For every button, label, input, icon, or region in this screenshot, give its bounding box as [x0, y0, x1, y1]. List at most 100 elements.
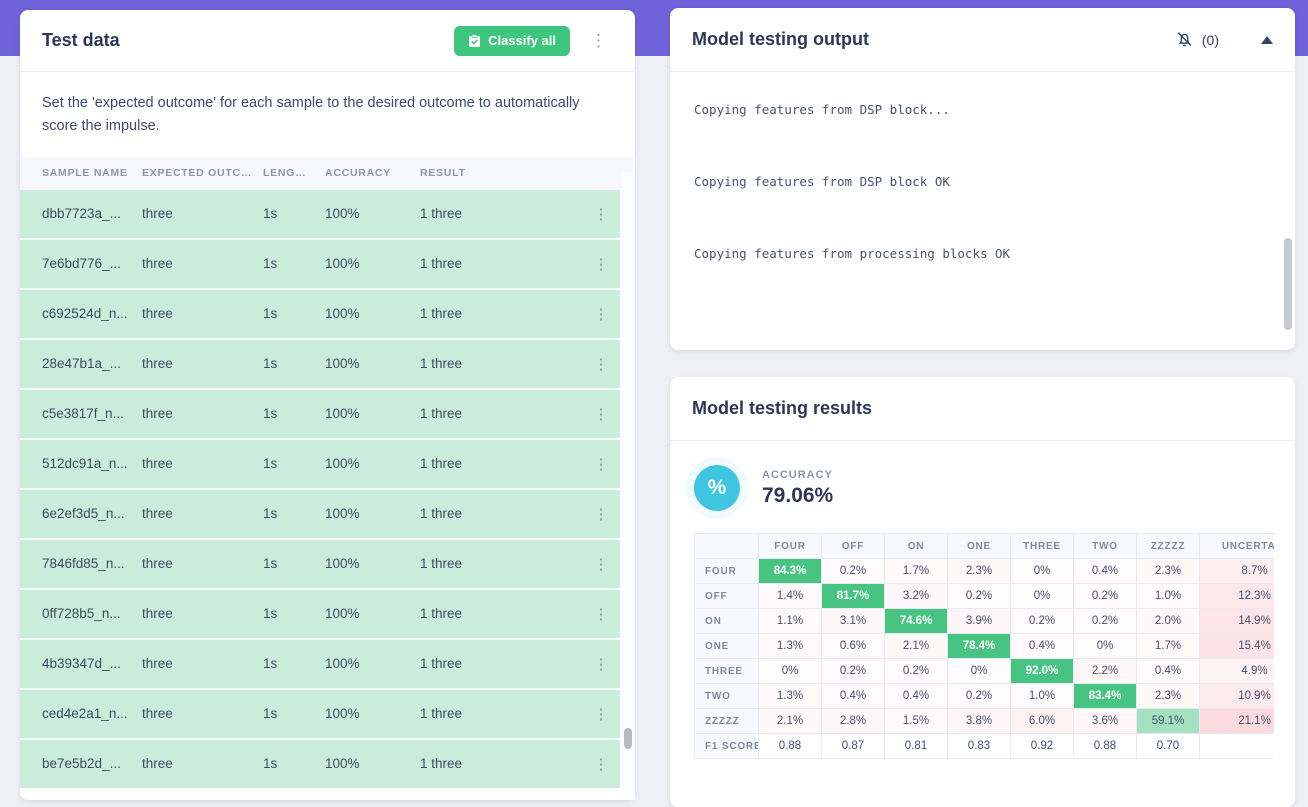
- output-header: Model testing output (0): [670, 8, 1295, 72]
- sample-name-cell: dbb7723a_...: [42, 206, 121, 222]
- console-scrollbar-thumb[interactable]: [1284, 238, 1292, 330]
- sample-table-row[interactable]: 7e6bd776_... three 1s 100% 1 three ⋮: [20, 239, 620, 288]
- matrix-cell: 0.4%: [1073, 558, 1137, 584]
- matrix-cell: 2.0%: [1136, 608, 1200, 634]
- classify-all-button[interactable]: Classify all: [454, 25, 570, 56]
- test-data-description: Set the 'expected outcome' for each samp…: [42, 95, 580, 135]
- accuracy-cell: 100%: [325, 506, 360, 522]
- sample-table-row[interactable]: be7e5b2d_... three 1s 100% 1 three ⋮: [20, 739, 620, 788]
- matrix-cell: 0.2%: [821, 658, 885, 684]
- row-kebab-menu-icon[interactable]: ⋮: [593, 355, 609, 373]
- row-kebab-menu-icon[interactable]: ⋮: [593, 205, 609, 223]
- row-kebab-menu-icon[interactable]: ⋮: [593, 455, 609, 473]
- matrix-cell: [1199, 733, 1274, 759]
- row-kebab-menu-icon[interactable]: ⋮: [593, 255, 609, 273]
- matrix-row-label: ON: [694, 608, 759, 634]
- result-cell: 1 three: [420, 756, 463, 772]
- accuracy-cell: 100%: [325, 556, 360, 572]
- length-cell: 1s: [263, 656, 278, 672]
- sample-table-row[interactable]: 28e47b1a_... three 1s 100% 1 three ⋮: [20, 339, 620, 388]
- panel-title: Model testing output: [692, 29, 869, 49]
- matrix-cell: 83.4%: [1073, 683, 1137, 709]
- console-line: Copying features from processing blocks …: [694, 246, 1011, 261]
- matrix-corner-cell: [694, 533, 759, 559]
- notification-count[interactable]: (0): [1201, 31, 1219, 48]
- length-cell: 1s: [263, 206, 278, 222]
- accuracy-cell: 100%: [325, 456, 360, 472]
- length-cell: 1s: [263, 306, 278, 322]
- matrix-cell: 14.9%: [1199, 608, 1274, 634]
- sample-table-row[interactable]: ced4e2a1_n... three 1s 100% 1 three ⋮: [20, 689, 620, 738]
- collapse-caret-icon[interactable]: [1261, 35, 1273, 44]
- row-kebab-menu-icon[interactable]: ⋮: [593, 305, 609, 323]
- matrix-cell: 0.2%: [1073, 608, 1137, 634]
- accuracy-metric: % ACCURACY 79.06%: [694, 465, 1271, 511]
- console-line: Copying features from DSP block OK: [694, 174, 950, 189]
- length-cell: 1s: [263, 356, 278, 372]
- matrix-cell: 0.81: [884, 733, 948, 759]
- row-kebab-menu-icon[interactable]: ⋮: [593, 555, 609, 573]
- panel-title: Model testing results: [692, 398, 873, 418]
- sample-table-row[interactable]: 6e2ef3d5_n... three 1s 100% 1 three ⋮: [20, 489, 620, 538]
- matrix-cell: 0%: [758, 658, 822, 684]
- sample-name-cell: 4b39347d_...: [42, 656, 121, 672]
- sample-table-row[interactable]: c692524d_n... three 1s 100% 1 three ⋮: [20, 289, 620, 338]
- row-kebab-menu-icon[interactable]: ⋮: [593, 705, 609, 723]
- matrix-column-header: FOUR: [758, 533, 822, 559]
- test-data-panel: Test data Classify all ⋮ Set the 'expect…: [20, 10, 635, 800]
- matrix-cell: 0%: [947, 658, 1011, 684]
- row-kebab-menu-icon[interactable]: ⋮: [593, 605, 609, 623]
- row-kebab-menu-icon[interactable]: ⋮: [593, 505, 609, 523]
- sample-table-row[interactable]: 4b39347d_... three 1s 100% 1 three ⋮: [20, 639, 620, 688]
- sample-table-row[interactable]: dbb7723a_... three 1s 100% 1 three ⋮: [20, 189, 620, 238]
- result-cell: 1 three: [420, 206, 463, 222]
- result-cell: 1 three: [420, 706, 463, 722]
- sample-table-scrollbar-track[interactable]: [621, 172, 635, 800]
- accuracy-value: 79.06%: [762, 483, 834, 507]
- matrix-cell: 78.4%: [947, 633, 1011, 659]
- expected-outcome-cell: three: [142, 206, 173, 222]
- matrix-cell: 74.6%: [884, 608, 948, 634]
- result-cell: 1 three: [420, 506, 463, 522]
- matrix-cell: 0.2%: [884, 658, 948, 684]
- sample-table-row[interactable]: 0ff728b5_n... three 1s 100% 1 three ⋮: [20, 589, 620, 638]
- sample-table-row[interactable]: c5e3817f_n... three 1s 100% 1 three ⋮: [20, 389, 620, 438]
- accuracy-label: ACCURACY: [762, 468, 833, 481]
- sample-name-cell: c692524d_n...: [42, 306, 128, 322]
- matrix-column-header: OFF: [821, 533, 885, 559]
- matrix-column-header: THREE: [1010, 533, 1074, 559]
- sample-name-cell: 6e2ef3d5_n...: [42, 506, 125, 522]
- sample-name-cell: c5e3817f_n...: [42, 406, 124, 422]
- sample-table-scrollbar-thumb[interactable]: [624, 728, 632, 749]
- matrix-row-label: ZZZZZ: [694, 708, 759, 734]
- result-cell: 1 three: [420, 356, 463, 372]
- console-line: [694, 317, 1271, 335]
- row-kebab-menu-icon[interactable]: ⋮: [593, 655, 609, 673]
- bell-off-icon[interactable]: [1175, 30, 1194, 49]
- matrix-cell: 1.7%: [1136, 633, 1200, 659]
- matrix-cell: 2.2%: [1073, 658, 1137, 684]
- column-header-expected-outcome: EXPECTED OUTC…: [142, 167, 253, 180]
- expected-outcome-cell: three: [142, 456, 173, 472]
- matrix-cell: 0.92: [1010, 733, 1074, 759]
- matrix-cell: 2.1%: [758, 708, 822, 734]
- expected-outcome-cell: three: [142, 556, 173, 572]
- matrix-cell: 2.3%: [1136, 558, 1200, 584]
- sample-table-row[interactable]: 7846fd85_n... three 1s 100% 1 three ⋮: [20, 539, 620, 588]
- matrix-cell: 0.2%: [821, 558, 885, 584]
- matrix-cell: 0.88: [1073, 733, 1137, 759]
- matrix-cell: 15.4%: [1199, 633, 1274, 659]
- matrix-cell: 2.1%: [884, 633, 948, 659]
- matrix-cell: 0.2%: [947, 683, 1011, 709]
- matrix-cell: 92.0%: [1010, 658, 1074, 684]
- sample-table-row[interactable]: 512dc91a_n... three 1s 100% 1 three ⋮: [20, 439, 620, 488]
- expected-outcome-cell: three: [142, 756, 173, 772]
- kebab-menu-icon[interactable]: ⋮: [590, 31, 607, 50]
- column-header-accuracy: ACCURACY: [325, 167, 391, 180]
- matrix-cell: 0.4%: [1010, 633, 1074, 659]
- sample-table-header: SAMPLE NAME EXPECTED OUTC… LENG… ACCURAC…: [20, 156, 633, 190]
- row-kebab-menu-icon[interactable]: ⋮: [593, 405, 609, 423]
- panel-title: Test data: [42, 30, 120, 50]
- row-kebab-menu-icon[interactable]: ⋮: [593, 755, 609, 773]
- matrix-cell: 84.3%: [758, 558, 822, 584]
